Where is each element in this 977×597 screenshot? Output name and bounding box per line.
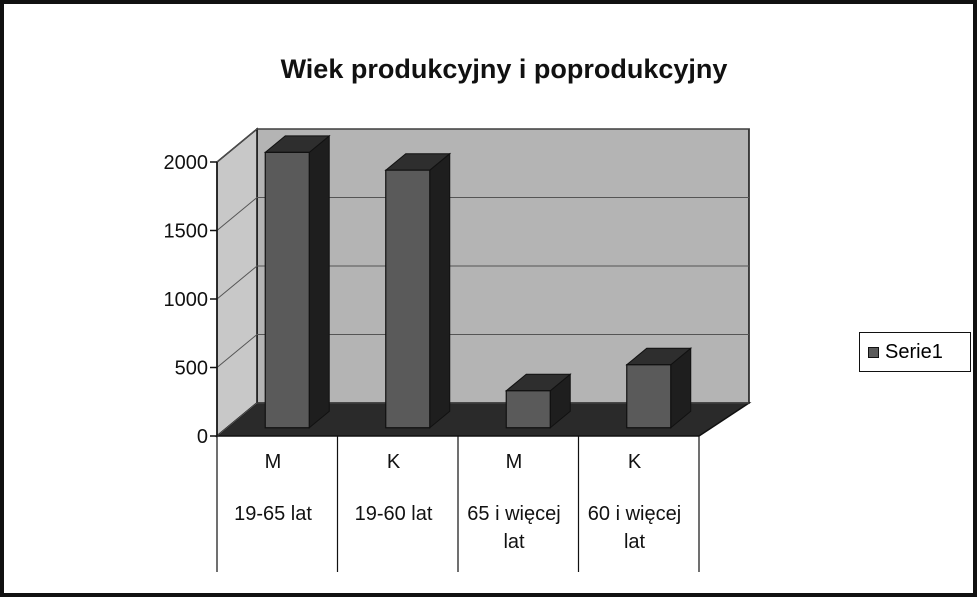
bar-front (264, 151, 310, 429)
legend-label: Serie1 (885, 340, 943, 363)
grid-line (216, 197, 749, 231)
y-tick-label: 0 (197, 426, 208, 448)
legend-swatch (868, 346, 879, 358)
category-label: K (627, 451, 642, 473)
bar-front (385, 169, 431, 429)
legend: Serie1 (859, 332, 971, 372)
category-label: M (264, 451, 282, 473)
category-label: M (505, 451, 523, 473)
bar-side (308, 134, 330, 429)
y-tick-label: 500 (175, 358, 208, 380)
y-tick-label: 1000 (164, 289, 209, 311)
grid-line (216, 128, 749, 163)
bar (263, 134, 331, 429)
y-tick-label: 1500 (164, 221, 209, 243)
y-tick-label: 2000 (164, 152, 209, 174)
grid-line (216, 334, 749, 368)
bar (384, 152, 452, 429)
chart-title: Wiek produkcyjny i poprodukcyjny (281, 54, 728, 84)
bar (625, 347, 693, 429)
grid-line (216, 265, 749, 300)
category-group-label: 60 i więcej lat (587, 503, 682, 553)
category-group-label: 19-60 lat (354, 503, 433, 525)
category-group-label: 65 i więcej lat (467, 503, 561, 553)
bar-side (429, 152, 451, 429)
bar-front (505, 390, 551, 429)
category-group-label: 19-65 lat (234, 503, 312, 525)
grid-line (216, 402, 749, 437)
chart: Wiek produkcyjny i poprodukcyjny 0 500 100… (164, 54, 752, 572)
bar (504, 373, 572, 429)
bar-front (626, 364, 672, 429)
category-label: K (386, 451, 401, 473)
